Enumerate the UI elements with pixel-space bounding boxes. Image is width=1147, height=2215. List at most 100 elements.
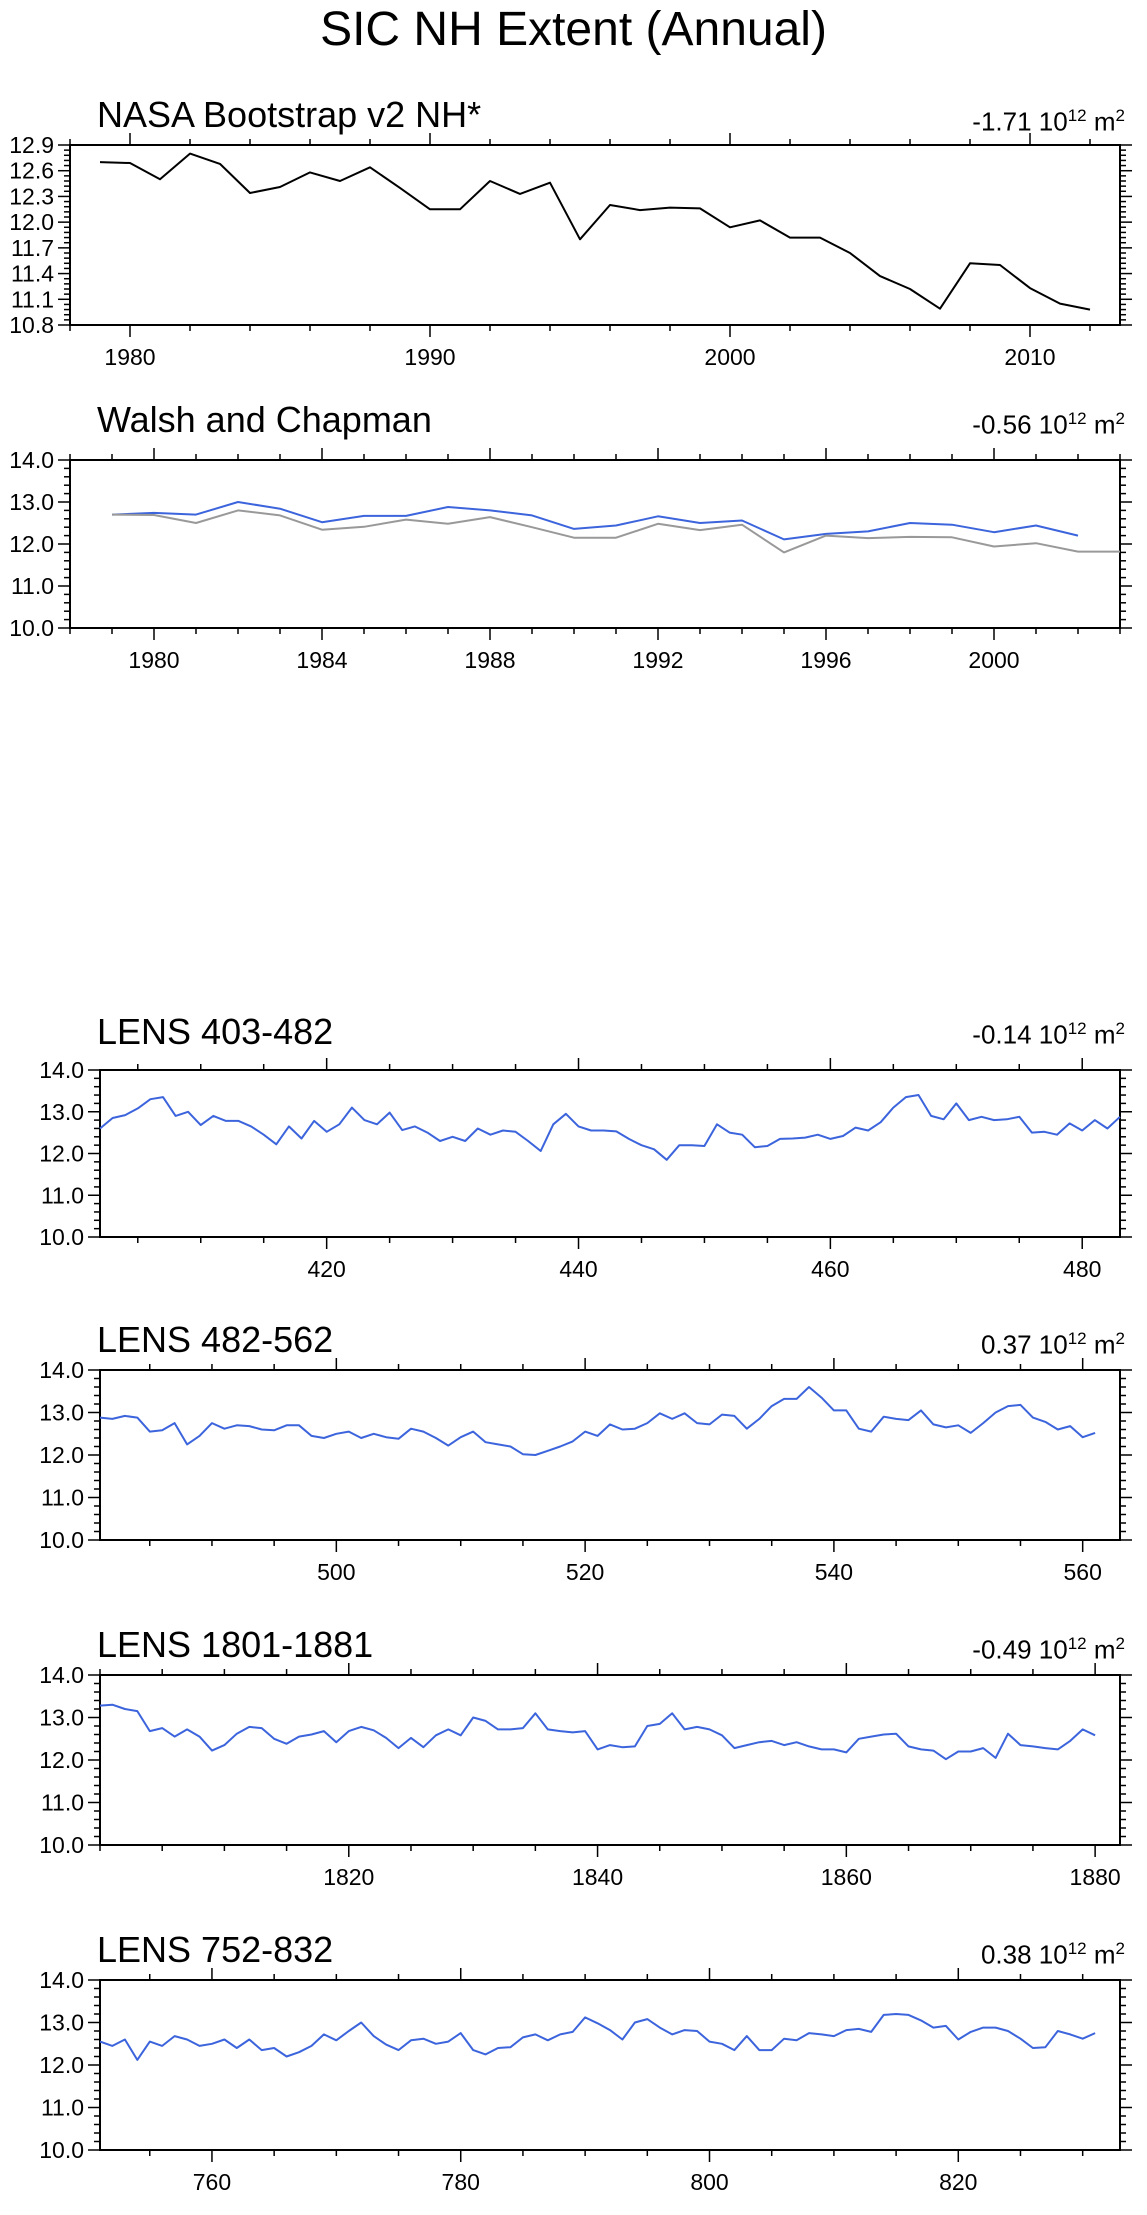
x-tick-label: 1820: [323, 1864, 374, 1890]
trend-unit: m: [1093, 1019, 1116, 1050]
x-tick-label: 1840: [572, 1864, 623, 1890]
panel-lens-403-482: LENS 403-482 -0.14 1012 m2 420 440 460 480 1…: [0, 1005, 1147, 1305]
y-tick-label: 10.0: [39, 1832, 84, 1858]
y-tick-label: 11.0: [11, 573, 54, 599]
y-tick-label: 12.0: [9, 531, 54, 557]
x-tick-label: 1984: [296, 647, 347, 673]
series-line: [111, 509, 1120, 554]
y-tick-label: 13.0: [39, 1099, 84, 1125]
trend-base-exponent: 12: [1067, 409, 1087, 428]
y-tick-label: 13.0: [39, 2010, 84, 2036]
chart-plot: 760 780 800 820 10.0 11.0 12.0 13.0 14.0: [39, 1967, 1132, 2195]
x-tick-label: 500: [317, 1559, 355, 1585]
trend-value: -1.71: [972, 106, 1032, 137]
trend-label: -0.14 1012 m2: [972, 1019, 1125, 1051]
x-tick-label: 780: [442, 2169, 480, 2195]
y-tick-label: 11.0: [41, 2095, 84, 2121]
trend-unit-exponent: 2: [1115, 409, 1125, 428]
x-tick-label: 1988: [464, 647, 515, 673]
y-tick-label: 13.0: [39, 1705, 84, 1731]
chart-plot: 1980 1990 2000 2010 10.811.111.411.712.012.3…: [9, 132, 1132, 370]
trend-label: 0.37 1012 m2: [981, 1329, 1125, 1361]
trend-unit: m: [1093, 409, 1116, 440]
trend-unit-exponent: 2: [1115, 1329, 1125, 1348]
chart-plot: 1980 1984 1988 1992 1996 2000 10.0 11.0 12.0 13.0…: [9, 447, 1132, 673]
trend-label: 0.38 1012 m2: [981, 1939, 1125, 1971]
x-tick-label: 480: [1063, 1256, 1101, 1282]
y-tick-label: 10.0: [39, 1527, 84, 1553]
panel-nasa-bootstrap: NASA Bootstrap v2 NH* -1.71 1012 m2 1980…: [0, 90, 1147, 380]
y-tick-label: 10.0: [39, 2137, 84, 2163]
panel-title: LENS 752-832: [97, 1929, 334, 1970]
panel-title: Walsh and Chapman: [97, 399, 432, 440]
chart-plot: 420 440 460 480 10.0 11.0 12.0 13.0 14.0: [39, 1057, 1132, 1282]
series-line: [99, 2013, 1096, 2061]
plot-frame: [69, 144, 1121, 326]
x-tick-label: 2000: [704, 344, 755, 370]
plot-frame: [99, 1369, 1121, 1541]
series-line: [99, 152, 1091, 311]
x-tick-label: 520: [566, 1559, 604, 1585]
plot-frame: [99, 1069, 1121, 1238]
chart-plot: 1820 1840 1860 1880 10.0 11.0 12.0 13.0 14.0: [39, 1662, 1132, 1890]
x-tick-label: 760: [193, 2169, 231, 2195]
plot-frame: [99, 1674, 1121, 1846]
x-tick-label: 440: [559, 1256, 597, 1282]
trend-base: 10: [1038, 1019, 1068, 1050]
trend-unit: m: [1093, 1634, 1116, 1665]
x-tick-label: 1980: [104, 344, 155, 370]
y-tick-label: 12.0: [39, 1442, 84, 1468]
trend-base: 10: [1038, 1329, 1068, 1360]
y-tick-label: 11.1: [11, 286, 54, 312]
trend-base: 10: [1038, 106, 1068, 137]
y-tick-label: 13.0: [39, 1400, 84, 1426]
trend-value: 0.38: [980, 1939, 1032, 1970]
trend-base-exponent: 12: [1067, 106, 1087, 125]
trend-base-exponent: 12: [1067, 1329, 1087, 1348]
y-tick-label: 12.0: [39, 1747, 84, 1773]
trend-value: -0.49: [972, 1634, 1032, 1665]
y-tick-label: 11.0: [41, 1182, 84, 1208]
panel-lens-1801-1881: LENS 1801-1881 -0.49 1012 m2 1820 1840 186…: [0, 1620, 1147, 1920]
y-tick-label: 14.0: [9, 447, 54, 473]
figure-title: SIC NH Extent (Annual): [320, 3, 827, 56]
y-tick-label: 10.8: [9, 312, 54, 338]
x-tick-label: 420: [307, 1256, 345, 1282]
trend-label: -1.71 1012 m2: [972, 106, 1125, 138]
y-tick-label: 11.4: [11, 261, 54, 287]
panel-title: LENS 403-482: [97, 1011, 334, 1052]
trend-unit-exponent: 2: [1115, 1019, 1125, 1038]
trend-base: 10: [1038, 1939, 1068, 1970]
y-tick-label: 13.0: [9, 489, 54, 515]
y-tick-label: 14.0: [39, 1357, 84, 1383]
y-tick-label: 14.0: [39, 1967, 84, 1993]
trend-base: 10: [1038, 1634, 1068, 1665]
x-tick-label: 1990: [404, 344, 455, 370]
x-tick-label: 800: [690, 2169, 728, 2195]
series-line: [99, 1703, 1096, 1761]
panel-title: NASA Bootstrap v2 NH*: [97, 94, 482, 135]
x-tick-label: 820: [939, 2169, 977, 2195]
y-tick-label: 10.0: [9, 615, 54, 641]
y-tick-label: 12.6: [9, 158, 54, 184]
series-line: [99, 1094, 1121, 1161]
trend-unit: m: [1093, 1329, 1116, 1360]
x-tick-label: 540: [815, 1559, 853, 1585]
trend-base-exponent: 12: [1067, 1019, 1087, 1038]
x-tick-label: 1880: [1070, 1864, 1121, 1890]
y-tick-label: 12.9: [9, 132, 54, 158]
trend-base: 10: [1038, 409, 1068, 440]
y-tick-label: 14.0: [39, 1662, 84, 1688]
y-tick-label: 11.7: [11, 235, 54, 261]
trend-label: -0.56 1012 m2: [972, 409, 1125, 441]
plot-frame: [99, 1979, 1121, 2151]
x-tick-label: 2000: [968, 647, 1019, 673]
trend-value: -0.56: [972, 409, 1032, 440]
series-line: [99, 1386, 1096, 1456]
x-tick-label: 1996: [800, 647, 851, 673]
trend-unit: m: [1093, 106, 1116, 137]
trend-unit-exponent: 2: [1115, 106, 1125, 125]
panel-title: LENS 482-562: [97, 1319, 334, 1360]
x-tick-label: 1992: [632, 647, 683, 673]
y-tick-label: 14.0: [39, 1057, 84, 1083]
